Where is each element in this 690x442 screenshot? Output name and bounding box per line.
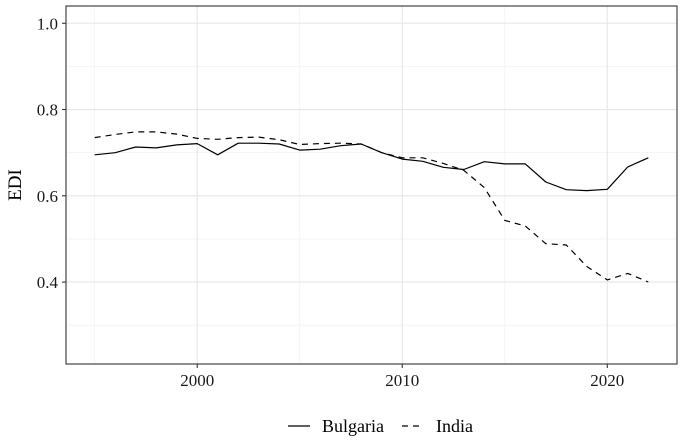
- y-tick-label: 1.0: [37, 14, 58, 33]
- series-lines: [94, 131, 649, 283]
- x-tick-label: 2010: [385, 371, 419, 390]
- legend: Bulgaria India: [288, 416, 473, 436]
- legend-label-bulgaria: Bulgaria: [322, 416, 384, 436]
- plot-panel-border: [65, 5, 678, 365]
- y-axis: 0.4 0.6 0.8 1.0: [37, 14, 66, 292]
- series-line-bulgaria: [94, 142, 649, 192]
- legend-label-india: India: [436, 416, 473, 436]
- x-tick-label: 2020: [590, 371, 624, 390]
- minor-gridlines: [66, 6, 677, 364]
- major-gridlines: [66, 6, 677, 364]
- y-axis-title: EDI: [5, 169, 26, 201]
- y-tick-label: 0.6: [37, 187, 58, 206]
- y-tick-label: 0.4: [37, 273, 59, 292]
- x-axis: 2000 2010 2020: [180, 364, 624, 390]
- y-tick-label: 0.8: [37, 101, 58, 120]
- x-tick-label: 2000: [180, 371, 214, 390]
- series-line-india: [94, 131, 649, 283]
